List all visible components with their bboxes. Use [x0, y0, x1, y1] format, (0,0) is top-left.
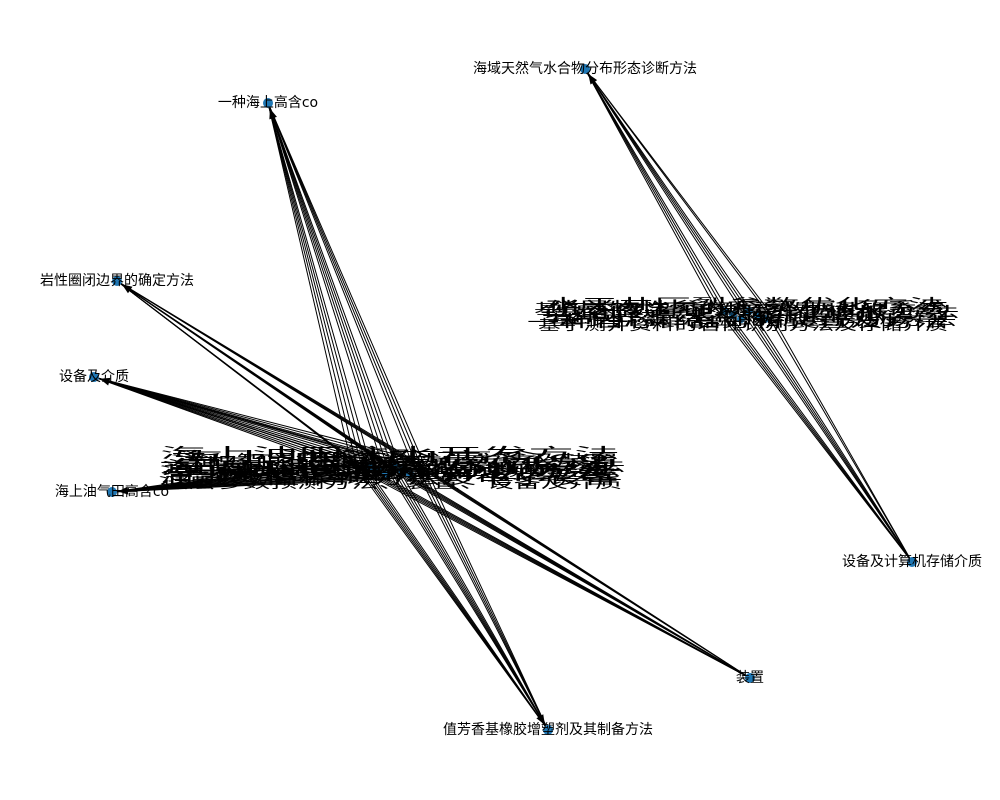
edge-arrowhead: [99, 377, 111, 386]
graph-edge: [584, 68, 716, 308]
graph-edge: [93, 376, 417, 464]
cluster-b-node: [729, 311, 737, 319]
graph-edge: [584, 68, 758, 320]
graph-edge: [116, 280, 429, 474]
cluster-b-label: 基于深度学习的地震数据处理方法: [534, 301, 944, 318]
cluster-a-label: 一种海上油气田开发方案优化方法: [160, 455, 610, 472]
graph-edge: [427, 472, 751, 679]
node-label: 装置: [736, 670, 764, 686]
cluster-a-label: 海上油气田储层流体分析方法: [166, 459, 626, 475]
cluster-a-label: 一种低渗储层评价装置: [169, 468, 619, 484]
graph-edge: [111, 457, 381, 493]
edge-arrowhead: [588, 74, 598, 85]
cluster-b-node: [745, 307, 753, 315]
graph-edge: [116, 280, 405, 479]
graph-edge: [111, 472, 429, 493]
graph-edge: [267, 102, 363, 469]
graph-edge: [93, 376, 411, 459]
node-label: 海上油气田高含co: [55, 483, 169, 500]
cluster-b-label: 一种岩心样品分析装置及方法: [527, 315, 947, 331]
graph-node[interactable]: [543, 725, 553, 735]
node-label: 岩性圈闭边界的确定方法: [40, 273, 194, 289]
cluster-a-label: 海上平台设备监测系统: [159, 460, 609, 477]
graph-edge: [93, 376, 429, 474]
graph-edge: [267, 102, 357, 464]
graph-edge: [584, 68, 734, 320]
cluster-b-label: 基于井震结合的断层识别方法: [547, 312, 957, 329]
cluster-a-label: 海上油田注水开发方法: [160, 446, 620, 462]
cluster-b-label: 铁路隧道地质超前预报方法: [540, 304, 960, 321]
graph-edge: [267, 102, 405, 479]
graph-edge: [267, 102, 423, 469]
cluster-a-label: 油藏数值模拟方法及电子设备: [158, 471, 618, 488]
graph-edge: [403, 477, 751, 679]
cluster-b-label: 储层物性参数反演方法及系统: [548, 299, 948, 316]
cluster-a-node: [366, 462, 374, 470]
graph-arrowheads: [99, 74, 598, 725]
cluster-a-label: 一种地层压力确定方法: [166, 466, 606, 482]
graph-edge: [267, 102, 399, 474]
graph-edge: [403, 477, 549, 731]
graph-edge: [756, 318, 913, 563]
edge-arrowhead: [269, 108, 277, 120]
cluster-a-label: 油藏流体相态分析方法: [172, 463, 622, 479]
node-label: 海域天然气水合物分布形态诊断方法: [473, 60, 697, 77]
cluster-b-label: 基于测井资料的岩性识别方法及存储介质: [538, 317, 948, 334]
graph-edge: [93, 376, 423, 469]
cluster-b-node: [737, 315, 745, 323]
graph-node[interactable]: [580, 64, 590, 74]
graph-node[interactable]: [263, 98, 273, 108]
graph-edge: [267, 102, 387, 464]
graph-edge: [762, 306, 913, 563]
cluster-a-label: 一种智能钻井参数优化方法及装置: [178, 452, 618, 469]
edge-arrowhead: [121, 284, 133, 294]
node-label: 设备及计算机存储介质: [842, 553, 982, 570]
graph-edge: [267, 102, 411, 459]
cluster-b-label: 一种天然气水合物开采模拟装置: [542, 308, 942, 325]
cluster-b-node: [721, 307, 729, 315]
graph-edge: [373, 477, 751, 679]
graph-edge: [111, 457, 351, 493]
graph-node[interactable]: [89, 372, 99, 382]
graph-node[interactable]: [112, 276, 122, 286]
cluster-a-node: [374, 466, 382, 474]
graph-edge: [267, 102, 429, 474]
graph-edge: [732, 318, 913, 563]
graph-edge: [267, 102, 375, 479]
node-label: 值芳香基橡胶增塑剂及其制备方法: [443, 721, 653, 738]
cluster-a-label: 储层参数预测方法、装置、设备及介质: [162, 475, 622, 492]
graph-edge: [267, 102, 369, 474]
graph-edge: [373, 477, 549, 731]
cluster-a-node: [398, 466, 406, 474]
graph-edge: [267, 102, 381, 459]
graph-edge: [584, 68, 770, 312]
edge-arrowhead: [536, 714, 545, 725]
node-label: 设备及介质: [59, 368, 129, 385]
graph-node[interactable]: [907, 557, 917, 567]
cluster-a-label: 基于机器学习的储层预测方法: [162, 463, 602, 480]
graph-edge: [267, 102, 351, 459]
cluster-a-node: [406, 470, 414, 478]
edge-arrowhead: [117, 486, 129, 495]
graph-cluster-labels: 海上油气田高含co一种海上油气田开发方案优化方法海上油气田储层流体分析方法基于机…: [158, 296, 960, 492]
graph-edge: [768, 310, 913, 563]
cluster-b-node: [761, 315, 769, 323]
graph-edge: [584, 68, 728, 316]
graph-edge: [267, 102, 417, 464]
cluster-b-node: [753, 311, 761, 319]
cluster-a-node: [382, 470, 390, 478]
graph-node[interactable]: [745, 673, 755, 683]
node-label: 一种海上高含co: [218, 94, 318, 111]
graph-node[interactable]: [107, 487, 117, 497]
graph-edge: [111, 477, 405, 493]
graph-edge: [267, 102, 393, 469]
graph-edges: [93, 68, 913, 731]
cluster-a-label: 海上油气田高含co: [170, 449, 610, 466]
cluster-b-label: 水平井压裂参数优化方法: [545, 296, 945, 313]
graph-edge: [584, 68, 722, 312]
cluster-a-node: [390, 462, 398, 470]
